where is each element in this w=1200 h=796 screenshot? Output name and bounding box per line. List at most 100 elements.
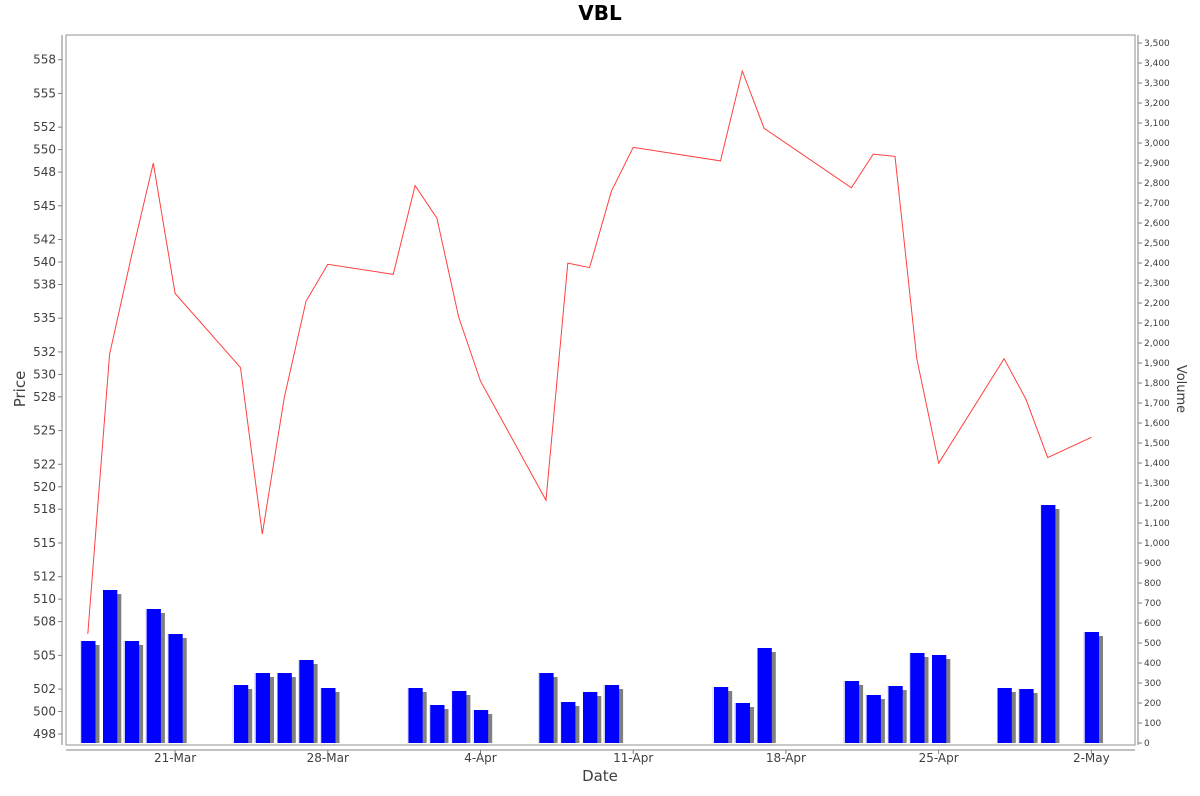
volume-bar xyxy=(560,702,576,743)
volume-bars xyxy=(80,505,1103,743)
price-tick-label: 515 xyxy=(33,536,56,550)
price-tick-label: 532 xyxy=(33,345,56,359)
volume-tick-label: 1,600 xyxy=(1144,419,1170,429)
volume-tick-label: 2,800 xyxy=(1144,179,1170,189)
price-tick-label: 538 xyxy=(33,277,56,291)
x-axis-title: Date xyxy=(582,767,618,785)
price-tick-label: 542 xyxy=(33,233,56,247)
volume-bar xyxy=(734,703,750,743)
volume-tick-label: 0 xyxy=(1144,739,1150,749)
volume-tick-label: 2,700 xyxy=(1144,199,1170,209)
volume-tick-label: 300 xyxy=(1144,679,1161,689)
price-tick-label: 540 xyxy=(33,255,56,269)
volume-bar xyxy=(909,653,925,743)
date-tick-label: 18-Apr xyxy=(766,751,806,765)
price-tick-label: 500 xyxy=(33,705,56,719)
volume-tick-label: 700 xyxy=(1144,599,1161,609)
volume-tick-label: 1,900 xyxy=(1144,359,1170,369)
date-tick-label: 2-May xyxy=(1073,751,1110,765)
volume-bar xyxy=(931,655,947,743)
volume-tick-label: 1,300 xyxy=(1144,479,1170,489)
volume-tick-label: 3,300 xyxy=(1144,79,1170,89)
volume-bar xyxy=(582,692,598,743)
volume-tick-label: 3,200 xyxy=(1144,99,1170,109)
volume-tick-label: 1,100 xyxy=(1144,519,1170,529)
price-tick-label: 510 xyxy=(33,592,56,606)
volume-bar xyxy=(298,660,314,743)
date-tick-label: 4-Apr xyxy=(464,751,497,765)
volume-bar xyxy=(603,685,620,743)
volume-tick-label: 2,300 xyxy=(1144,279,1170,289)
date-tick-label: 28-Mar xyxy=(307,751,349,765)
y2-axis-title: Volume xyxy=(1173,365,1188,413)
volume-tick-label: 900 xyxy=(1144,559,1161,569)
volume-bar xyxy=(887,686,903,743)
volume-bar xyxy=(843,681,860,743)
price-tick-label: 502 xyxy=(33,682,56,696)
volume-tick-label: 2,100 xyxy=(1144,319,1170,329)
volume-tick-label: 2,200 xyxy=(1144,299,1170,309)
plot-area xyxy=(65,34,1136,746)
volume-tick-label: 3,000 xyxy=(1144,139,1170,149)
price-line-group xyxy=(87,69,1092,635)
volume-tick-label: 1,400 xyxy=(1144,459,1170,469)
volume-bar xyxy=(996,688,1012,743)
volume-bar xyxy=(276,673,292,743)
volume-tick-label: 3,500 xyxy=(1144,39,1170,49)
volume-tick-label: 400 xyxy=(1144,659,1161,669)
volume-bar xyxy=(102,590,118,743)
volume-bar xyxy=(712,687,729,743)
chart-title: VBL xyxy=(578,1,622,25)
price-tick-label: 525 xyxy=(33,424,56,438)
volume-tick-label: 2,400 xyxy=(1144,259,1170,269)
volume-tick-label: 1,500 xyxy=(1144,439,1170,449)
volume-bar xyxy=(1083,632,1099,743)
price-tick-label: 518 xyxy=(33,502,56,516)
price-tick-label: 508 xyxy=(33,615,56,629)
volume-tick-label: 3,400 xyxy=(1144,59,1170,69)
price-tick-label: 545 xyxy=(33,199,56,213)
volume-bar xyxy=(538,673,554,743)
volume-tick-label: 2,900 xyxy=(1144,159,1170,169)
y-axis-title: Price xyxy=(11,371,29,408)
volume-tick-label: 200 xyxy=(1144,699,1161,709)
volume-tick-label: 100 xyxy=(1144,719,1161,729)
volume-tick-label: 500 xyxy=(1144,639,1161,649)
volume-bar xyxy=(1018,689,1034,743)
price-tick-label: 505 xyxy=(33,648,56,662)
price-tick-label: 555 xyxy=(33,86,56,100)
date-tick-label: 21-Mar xyxy=(154,751,196,765)
volume-tick-label: 1,000 xyxy=(1144,539,1170,549)
price-line xyxy=(87,69,1092,635)
price-tick-label: 552 xyxy=(33,120,56,134)
volume-bar xyxy=(756,648,772,743)
volume-tick-label: 600 xyxy=(1144,619,1161,629)
volume-bar xyxy=(451,691,467,743)
volume-bar xyxy=(167,634,183,743)
volume-bar xyxy=(407,688,423,743)
volume-bar xyxy=(320,688,336,743)
volume-bar xyxy=(80,641,96,743)
price-tick-label: 550 xyxy=(33,143,56,157)
volume-tick-label: 3,100 xyxy=(1144,119,1170,129)
price-tick-label: 535 xyxy=(33,311,56,325)
price-tick-label: 530 xyxy=(33,367,56,381)
volume-tick-label: 800 xyxy=(1144,579,1161,589)
price-tick-label: 512 xyxy=(33,570,56,584)
price-tick-label: 528 xyxy=(33,390,56,404)
volume-tick-label: 2,600 xyxy=(1144,219,1170,229)
price-tick-label: 520 xyxy=(33,480,56,494)
volume-tick-label: 1,200 xyxy=(1144,499,1170,509)
date-tick-label: 11-Apr xyxy=(613,751,653,765)
volume-bar xyxy=(472,710,489,743)
volume-bar xyxy=(1040,505,1056,743)
date-tick-label: 25-Apr xyxy=(919,751,959,765)
date-axis: 21-Mar 28-Mar 4-Apr 11-Apr 18-Apr 25-Apr 2-May xyxy=(66,749,1135,765)
volume-tick-label: 1,800 xyxy=(1144,379,1170,389)
volume-bar xyxy=(429,705,445,743)
volume-axis: 0 100 200 300 400 500 600 700 800 900 1,000 1,100 1,… xyxy=(1137,35,1170,749)
volume-bar xyxy=(232,685,249,743)
volume-bar xyxy=(123,641,140,743)
volume-bar xyxy=(254,673,270,743)
